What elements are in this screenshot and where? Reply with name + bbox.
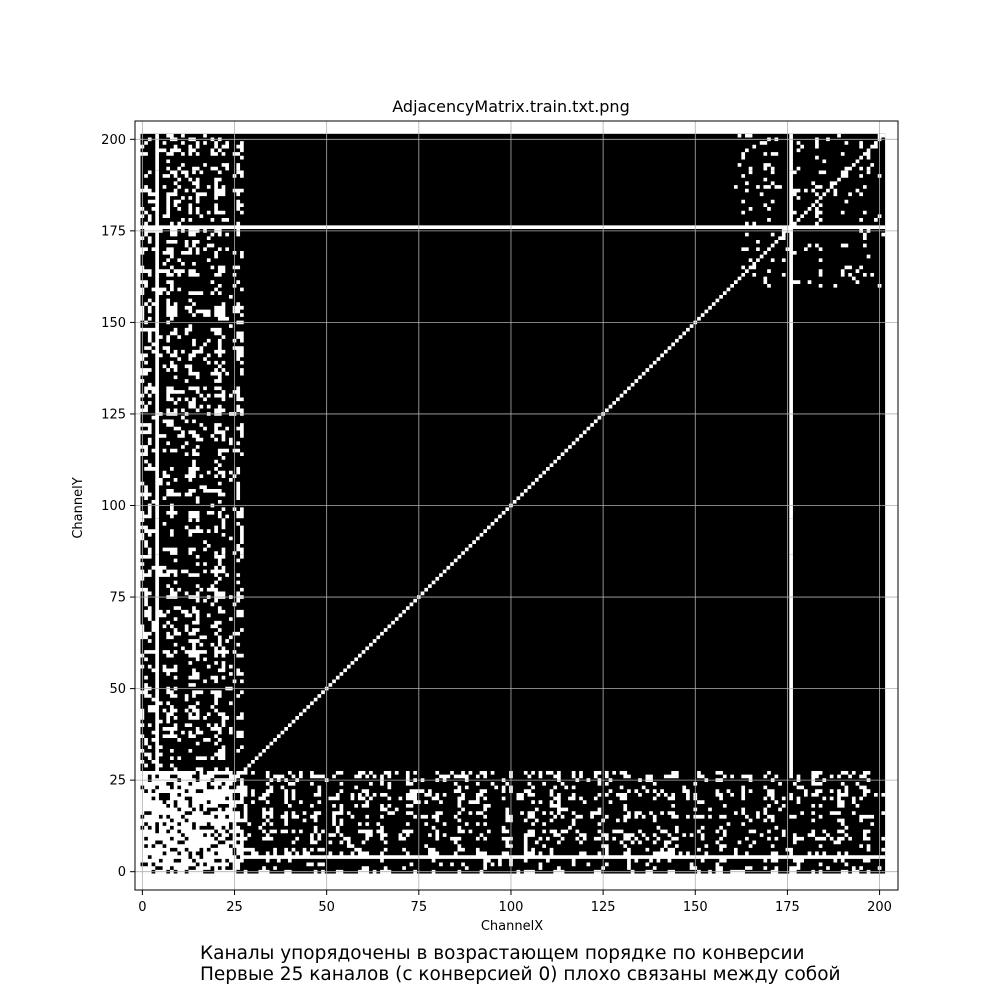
y-axis-label: ChannelY (71, 477, 86, 538)
y-tick-label: 175 (101, 224, 126, 239)
x-tick-label: 125 (591, 900, 616, 915)
y-axis-ticks: 0 25 50 75 100 125 150 175 200 (101, 133, 135, 880)
chart-title: AdjacencyMatrix.train.txt.png (392, 97, 629, 116)
y-tick-label: 150 (101, 316, 126, 331)
grid-lines (135, 121, 898, 890)
x-tick-label: 100 (499, 900, 524, 915)
caption-line-2: Первые 25 каналов (с конверсией 0) плохо… (200, 964, 841, 985)
x-tick-label: 0 (138, 900, 146, 915)
y-tick-label: 100 (101, 499, 126, 514)
x-tick-label: 50 (318, 900, 335, 915)
y-tick-label: 0 (118, 865, 126, 880)
x-tick-label: 175 (775, 900, 800, 915)
y-tick-label: 25 (109, 774, 126, 789)
y-tick-label: 75 (109, 591, 126, 606)
y-tick-label: 200 (101, 133, 126, 148)
y-tick-label: 50 (109, 682, 126, 697)
x-axis-label: ChannelX (481, 919, 543, 934)
caption-line-1: Каналы упорядочены в возрастающем порядк… (200, 943, 805, 964)
x-tick-label: 75 (411, 900, 428, 915)
y-tick-label: 125 (101, 407, 126, 422)
x-tick-label: 25 (226, 900, 243, 915)
x-axis-ticks: 0 25 50 75 100 125 150 175 200 (138, 890, 892, 915)
heatmap-cells (140, 133, 886, 874)
x-tick-label: 150 (683, 900, 708, 915)
x-tick-label: 200 (867, 900, 892, 915)
